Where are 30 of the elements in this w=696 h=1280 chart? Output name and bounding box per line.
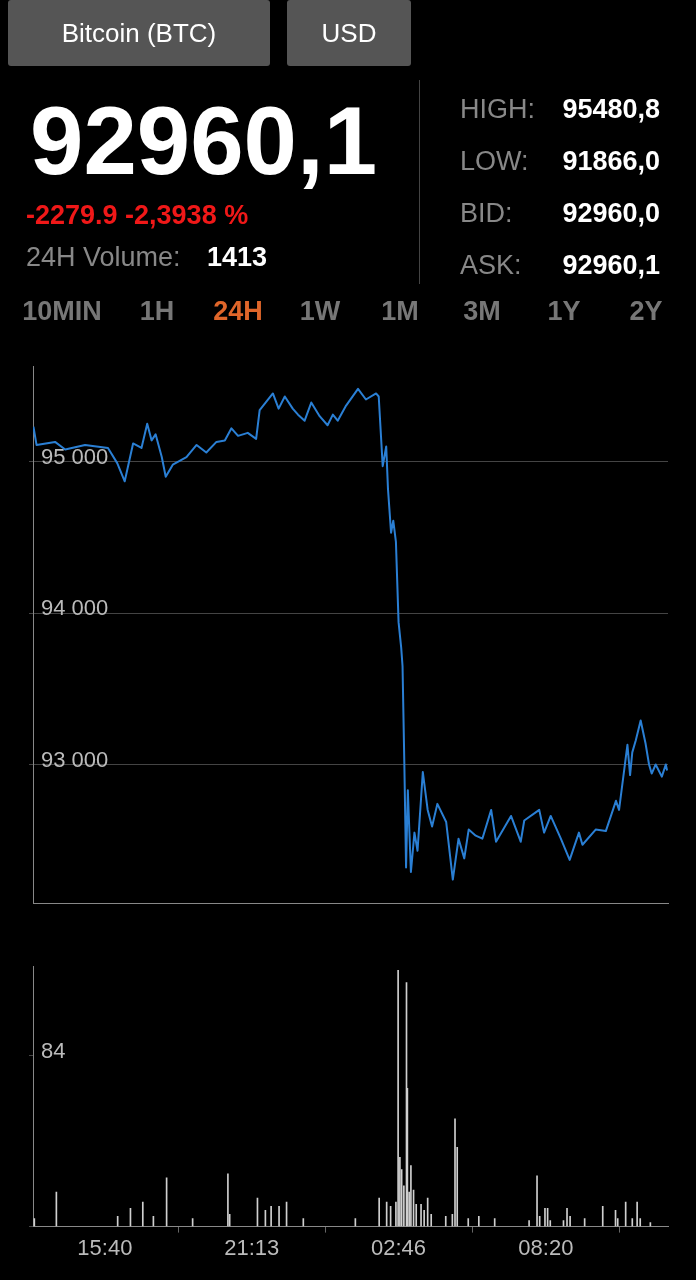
text: BID: (460, 198, 513, 229)
x-tick-label: 08:20 (518, 1234, 574, 1260)
text: 2Y (628, 296, 664, 327)
text: 10MIN (21, 296, 103, 327)
text: 24H (212, 296, 264, 327)
text: ASK: (460, 250, 522, 281)
text: -2279.9 -2,3938 % (26, 200, 249, 231)
text: 1M (380, 296, 420, 327)
x-tick-label: 15:40 (77, 1234, 133, 1260)
text: 92960,1 (30, 86, 378, 196)
text: HIGH: (460, 94, 536, 125)
x-tick-label: 21:13 (224, 1234, 280, 1260)
y-tick-label: 93 000 (41, 746, 109, 772)
text: 1413 (207, 242, 268, 273)
text: 3M (462, 296, 502, 327)
x-tick-label: 02:46 (371, 1234, 427, 1260)
text: USD (287, 0, 411, 66)
y-tick-label: 95 000 (41, 443, 109, 469)
y-tick-label: 84 (41, 1037, 66, 1063)
text: 1W (298, 296, 342, 327)
text: 1H (138, 296, 176, 327)
text: 95480,8 (562, 94, 660, 125)
text: LOW: (460, 146, 529, 177)
text: 24H Volume: (26, 242, 181, 273)
text: 91866,0 (562, 146, 660, 177)
y-tick-label: 94 000 (41, 595, 109, 621)
text: 92960,1 (562, 250, 660, 281)
text: 92960,0 (562, 198, 660, 229)
text: 1Y (546, 296, 582, 327)
text: Bitcoin (BTC) (8, 0, 270, 66)
